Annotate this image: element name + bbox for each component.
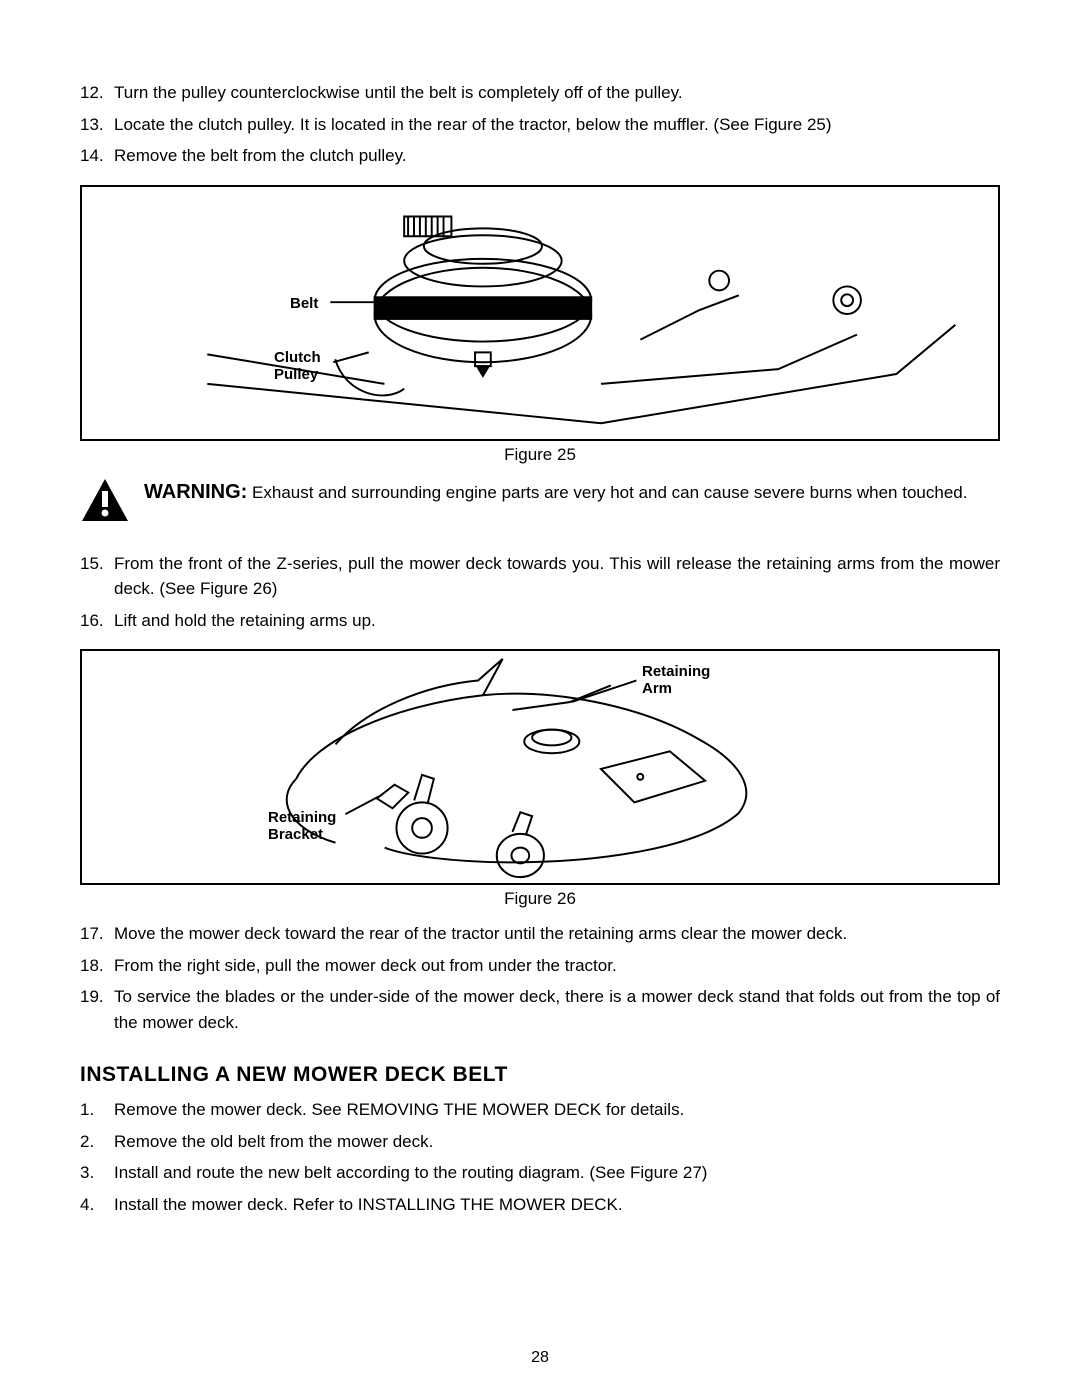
step-number: 12. (80, 80, 114, 106)
step-text: Lift and hold the retaining arms up. (114, 608, 1000, 634)
step-number: 3. (80, 1160, 114, 1186)
step-number: 18. (80, 953, 114, 979)
figure-caption: Figure 26 (80, 889, 1000, 909)
figure-label-retaining-arm: Retaining Arm (642, 663, 710, 698)
steps-bottom: 17. Move the mower deck toward the rear … (80, 921, 1000, 1035)
step-text: Turn the pulley counterclockwise until t… (114, 80, 1000, 106)
figure-25-diagram (82, 187, 998, 439)
step-text: Remove the mower deck. See REMOVING THE … (114, 1097, 1000, 1123)
list-item: 15. From the front of the Z-series, pull… (80, 551, 1000, 602)
list-item: 1. Remove the mower deck. See REMOVING T… (80, 1097, 1000, 1123)
figure-label-clutch-pulley: Clutch Pulley (274, 349, 321, 384)
list-item: 17. Move the mower deck toward the rear … (80, 921, 1000, 947)
steps-mid: 15. From the front of the Z-series, pull… (80, 551, 1000, 634)
step-number: 15. (80, 551, 114, 602)
step-number: 19. (80, 984, 114, 1035)
warning-text: WARNING: Exhaust and surrounding engine … (144, 477, 1000, 507)
warning-block: WARNING: Exhaust and surrounding engine … (80, 477, 1000, 523)
step-number: 16. (80, 608, 114, 634)
step-text: To service the blades or the under-side … (114, 984, 1000, 1035)
steps-install: 1. Remove the mower deck. See REMOVING T… (80, 1097, 1000, 1217)
list-item: 13. Locate the clutch pulley. It is loca… (80, 112, 1000, 138)
list-item: 4. Install the mower deck. Refer to INST… (80, 1192, 1000, 1218)
figure-label-retaining-bracket: Retaining Bracket (268, 809, 336, 844)
list-item: 14. Remove the belt from the clutch pull… (80, 143, 1000, 169)
step-text: Locate the clutch pulley. It is located … (114, 112, 1000, 138)
step-number: 17. (80, 921, 114, 947)
list-item: 3. Install and route the new belt accord… (80, 1160, 1000, 1186)
figure-caption: Figure 25 (80, 445, 1000, 465)
list-item: 18. From the right side, pull the mower … (80, 953, 1000, 979)
step-text: Move the mower deck toward the rear of t… (114, 921, 1000, 947)
step-text: Install the mower deck. Refer to INSTALL… (114, 1192, 1000, 1218)
step-number: 1. (80, 1097, 114, 1123)
step-text: From the right side, pull the mower deck… (114, 953, 1000, 979)
page-number: 28 (0, 1349, 1080, 1367)
warning-body: Exhaust and surrounding engine parts are… (247, 483, 967, 502)
list-item: 12. Turn the pulley counterclockwise unt… (80, 80, 1000, 106)
warning-icon (80, 477, 130, 523)
step-text: Remove the belt from the clutch pulley. (114, 143, 1000, 169)
step-number: 2. (80, 1129, 114, 1155)
figure-25: Belt Clutch Pulley (80, 185, 1000, 441)
figure-26-diagram (82, 651, 998, 883)
step-text: Remove the old belt from the mower deck. (114, 1129, 1000, 1155)
warning-label: WARNING: (144, 481, 247, 503)
figure-26: Retaining Arm Retaining Bracket (80, 649, 1000, 885)
figure-label-belt: Belt (290, 295, 318, 312)
step-number: 4. (80, 1192, 114, 1218)
list-item: 2. Remove the old belt from the mower de… (80, 1129, 1000, 1155)
steps-top: 12. Turn the pulley counterclockwise unt… (80, 80, 1000, 169)
step-text: From the front of the Z-series, pull the… (114, 551, 1000, 602)
manual-page: 12. Turn the pulley counterclockwise unt… (0, 0, 1080, 1397)
step-number: 13. (80, 112, 114, 138)
list-item: 16. Lift and hold the retaining arms up. (80, 608, 1000, 634)
step-number: 14. (80, 143, 114, 169)
step-text: Install and route the new belt according… (114, 1160, 1000, 1186)
section-heading-install-belt: INSTALLING A NEW MOWER DECK BELT (80, 1063, 1000, 1087)
list-item: 19. To service the blades or the under-s… (80, 984, 1000, 1035)
